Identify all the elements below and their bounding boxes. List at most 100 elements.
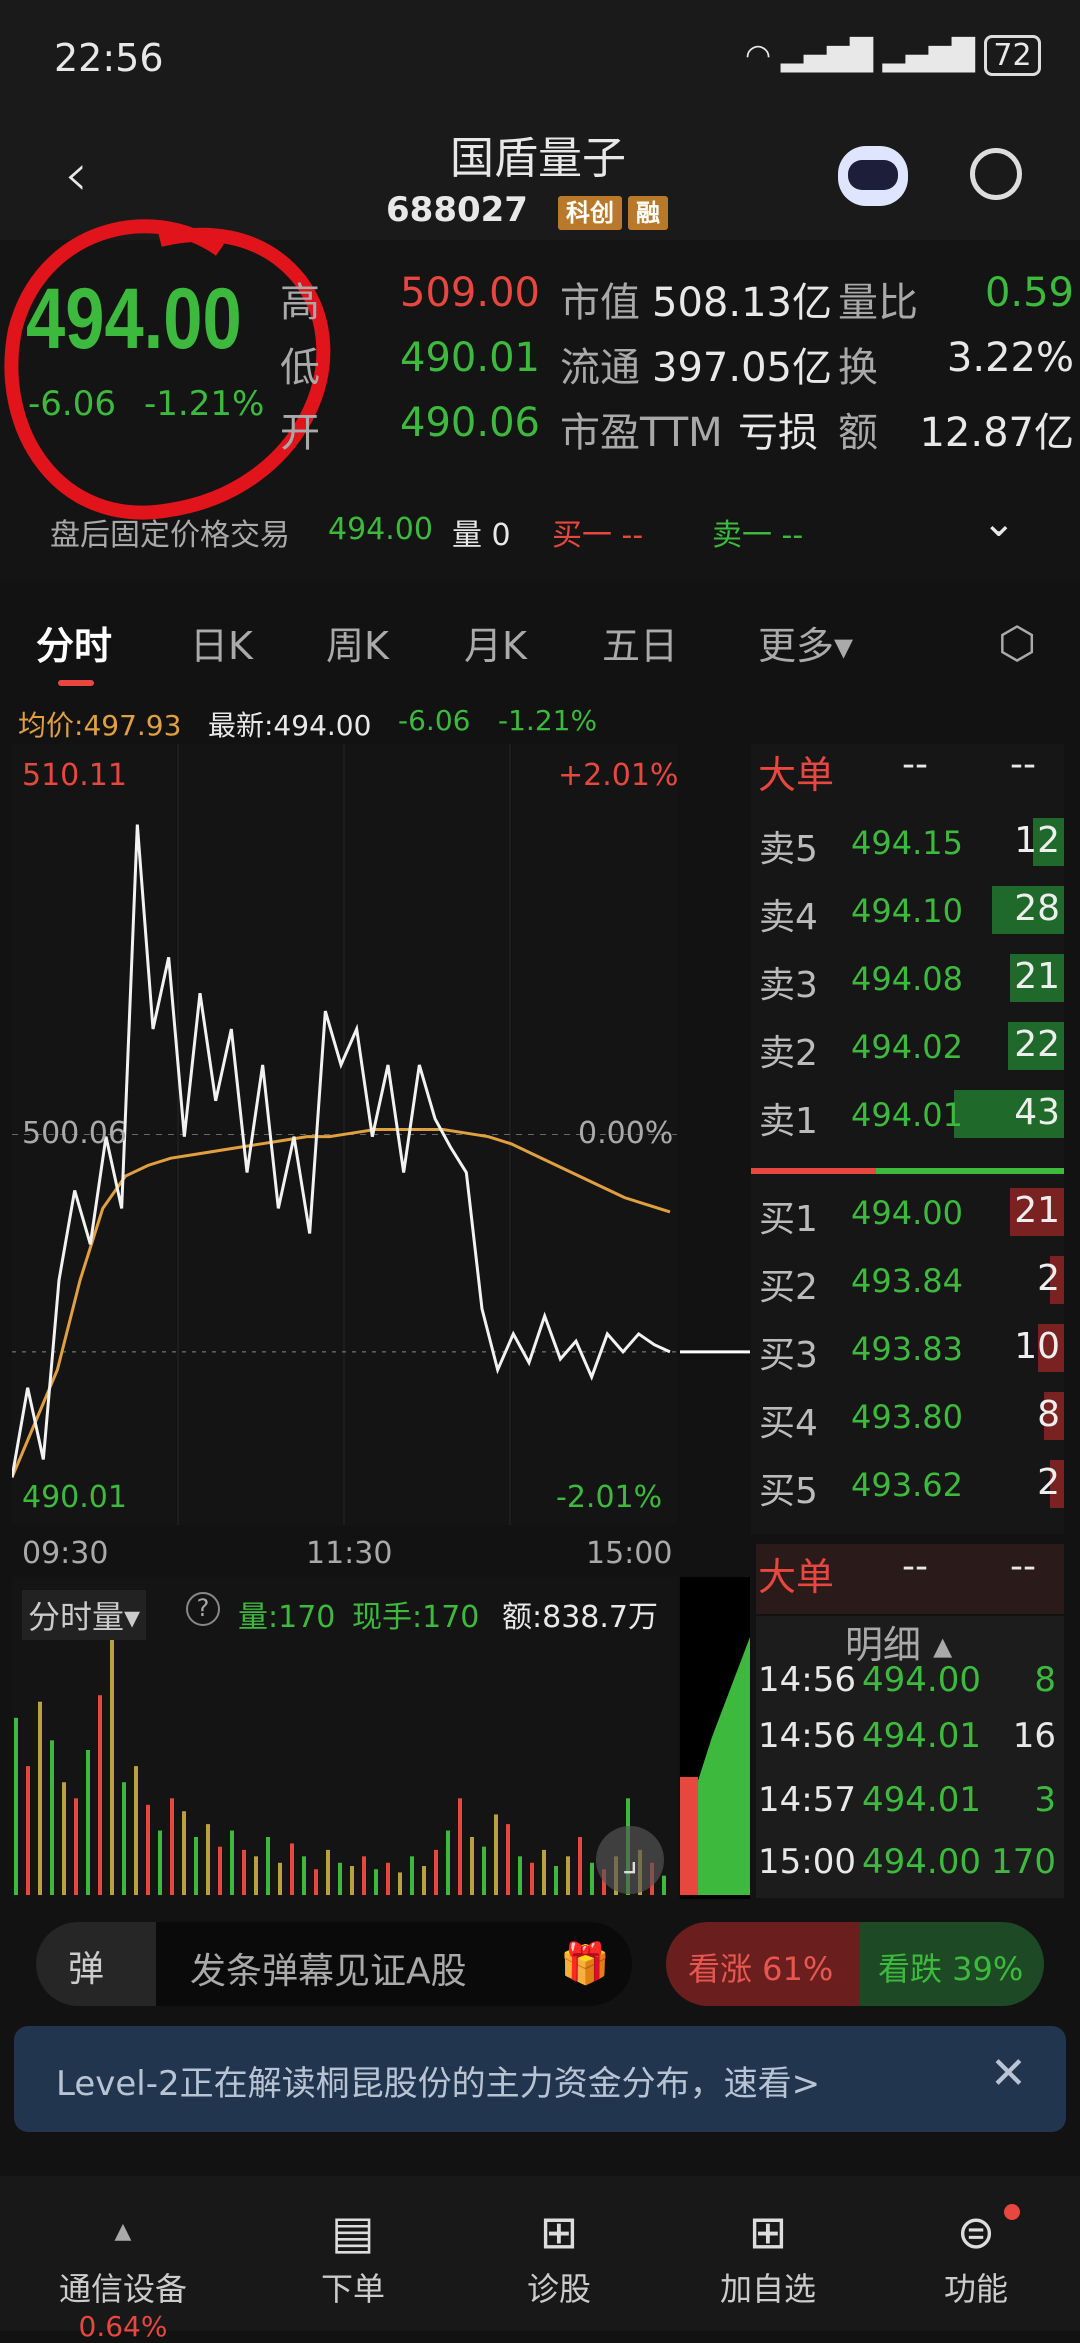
- nav-item-2[interactable]: ⊞ 诊股: [459, 2180, 659, 2331]
- stock-code: 688027 科创融: [386, 190, 668, 230]
- banner-text[interactable]: Level-2正在解读桐昆股份的主力资金分布，速看>: [56, 2064, 821, 2104]
- buy-label: 买4: [759, 1403, 818, 1444]
- intraday-price-chart[interactable]: [12, 744, 752, 1529]
- right-value-0: 0.59: [984, 270, 1074, 316]
- buy-label: 买1: [759, 1199, 818, 1240]
- big-order-dash-2: --: [1010, 744, 1036, 785]
- amount-value: 额:838.7万: [502, 1600, 658, 1635]
- buy-volume: 2: [1037, 1258, 1060, 1299]
- sell-volume: 12: [1014, 820, 1060, 861]
- pct-bot-label: -2.01%: [556, 1480, 663, 1515]
- volume-bar: [182, 1811, 186, 1895]
- danmu-badge[interactable]: 弹: [36, 1922, 156, 2006]
- tag-kechuang: 科创: [557, 196, 622, 230]
- search-icon[interactable]: [970, 148, 1022, 200]
- buy-row[interactable]: 买1 494.00 21: [751, 1182, 1064, 1242]
- bullish-vote-button[interactable]: 看涨 61%: [666, 1922, 860, 2006]
- volume-bar: [278, 1862, 282, 1895]
- volume-bar: [554, 1866, 558, 1895]
- avg-price: 均价:497.93: [18, 704, 181, 744]
- sell-row[interactable]: 卖3 494.08 21: [751, 948, 1064, 1008]
- buy-volume-bar: [1038, 1324, 1064, 1372]
- volume-bar: [170, 1798, 174, 1895]
- nav-item-4[interactable]: ⊜ 功能: [876, 2180, 1076, 2331]
- tab-3[interactable]: 月K: [464, 624, 527, 668]
- nav-icon-1: ▤: [331, 2205, 375, 2259]
- settings-hexagon-icon[interactable]: ⬡: [998, 618, 1037, 669]
- tab-5[interactable]: 更多▾: [758, 624, 854, 668]
- nav-icon-3: ⊞: [748, 2205, 788, 2259]
- volume-bar: [158, 1830, 162, 1895]
- tab-2[interactable]: 周K: [326, 624, 389, 668]
- volume-bar: [110, 1605, 114, 1895]
- sell-row[interactable]: 卖2 494.02 22: [751, 1016, 1064, 1076]
- buy-price: 493.80: [851, 1398, 963, 1436]
- tick-price: 494.01: [862, 1780, 981, 1820]
- back-icon[interactable]: ‹: [64, 140, 88, 210]
- nav-item-0[interactable]: ▲ 通信设备 0.64%: [23, 2180, 223, 2343]
- level2-banner[interactable]: [14, 2026, 1066, 2132]
- buy-row[interactable]: 买2 493.84 2: [751, 1250, 1064, 1310]
- buy-volume: 2: [1037, 1462, 1060, 1503]
- volume-bar: [494, 1814, 498, 1895]
- stock-title: 国盾量子: [450, 133, 626, 184]
- after-hours-buy1: 买一 --: [552, 518, 644, 553]
- tick-volume: 16: [1012, 1716, 1056, 1756]
- banner-close-icon[interactable]: ✕: [990, 2048, 1027, 2099]
- tick-time: 14:56: [758, 1716, 856, 1756]
- details-title[interactable]: 明细 ▴: [845, 1623, 953, 1667]
- bearish-vote-button[interactable]: 看跌 39%: [860, 1922, 1044, 2006]
- volume-bar: [590, 1862, 594, 1895]
- volume-bar: [26, 1766, 30, 1895]
- after-hours-volume: 量 0: [452, 518, 511, 553]
- mid-value-2: 亏损: [738, 410, 818, 456]
- status-icons: ◠ ▂▄▆█ ▂▄▆█ 72: [745, 35, 1041, 76]
- volume-bar: [254, 1856, 258, 1895]
- help-icon[interactable]: ?: [186, 1592, 220, 1626]
- sell-label: 卖5: [759, 829, 818, 870]
- volume-type-dropdown[interactable]: 分时量▾: [22, 1590, 147, 1640]
- mid-label-1: 流通: [560, 345, 640, 391]
- nav-item-1[interactable]: ▤ 下单: [253, 2180, 453, 2331]
- volume-bar: [386, 1862, 390, 1895]
- tab-4[interactable]: 五日: [602, 624, 679, 668]
- volume-bar: [302, 1856, 306, 1895]
- tab-0[interactable]: 分时: [36, 624, 113, 668]
- latest-change-pct: -1.21%: [498, 704, 598, 737]
- y-bot-label: 490.01: [22, 1480, 127, 1515]
- x-tick-0930: 09:30: [22, 1536, 109, 1571]
- nav-item-3[interactable]: ⊞ 加自选: [668, 2180, 868, 2331]
- sell-price: 494.01: [851, 1096, 963, 1134]
- sell-label: 卖4: [759, 897, 818, 938]
- volume-bar: [86, 1750, 90, 1895]
- volume-bar: [314, 1869, 318, 1895]
- volume-bar: [422, 1866, 426, 1895]
- expand-chevron-icon[interactable]: ⌄: [982, 500, 1016, 546]
- volume-bar: [506, 1824, 510, 1895]
- sell-volume: 21: [1014, 956, 1060, 997]
- danmu-placeholder: 发条弹幕见证A股: [190, 1951, 467, 1992]
- buy-row[interactable]: 买4 493.80 8: [751, 1386, 1064, 1446]
- pct-mid-label: 0.00%: [578, 1116, 674, 1151]
- big-order-label: 大单: [758, 753, 835, 797]
- avg-label: 均价:: [18, 709, 84, 742]
- buy-row[interactable]: 买3 493.83 10: [751, 1318, 1064, 1378]
- volume-bar: [206, 1824, 210, 1895]
- sell-volume: 43: [1014, 1092, 1060, 1133]
- sell-row[interactable]: 卖1 494.01 43: [751, 1084, 1064, 1144]
- volume-bar: [374, 1869, 378, 1895]
- gift-icon[interactable]: 🎁: [560, 1941, 610, 1987]
- fullscreen-icon[interactable]: ⌟: [596, 1826, 664, 1894]
- robot-assistant-icon[interactable]: [838, 146, 908, 206]
- buy-row[interactable]: 买5 493.62 2: [751, 1454, 1064, 1514]
- tab-1[interactable]: 日K: [190, 624, 253, 668]
- sell-row[interactable]: 卖5 494.15 12: [751, 812, 1064, 872]
- details-big-order-row: [756, 1544, 1064, 1614]
- buy-label: 买2: [759, 1267, 818, 1308]
- red-circle-annotation: [4, 219, 331, 520]
- nav-label-1: 下单: [320, 2270, 385, 2308]
- nav-sub-0: 0.64%: [78, 2310, 168, 2343]
- volume-value: 量:170: [238, 1600, 336, 1635]
- sell-row[interactable]: 卖4 494.10 28: [751, 880, 1064, 940]
- y-mid-label: 500.06: [22, 1116, 127, 1151]
